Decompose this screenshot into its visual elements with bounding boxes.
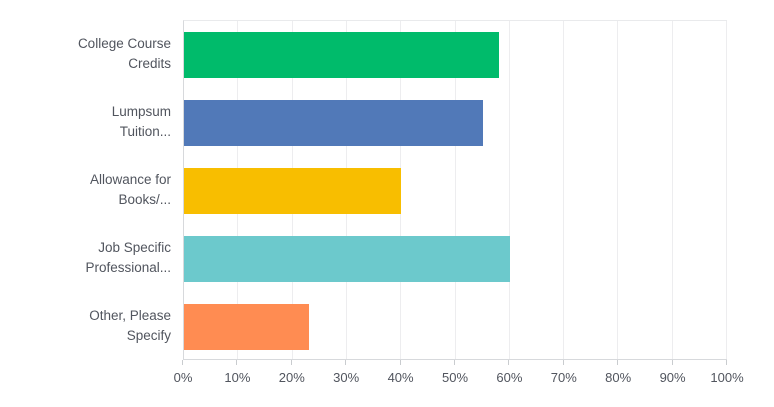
x-axis-tick-label: 90% [659,370,686,385]
x-axis-tick-label: 30% [333,370,360,385]
tick-mark [236,360,238,365]
x-axis-tick-label: 50% [441,370,469,385]
category-axis: College Course Credits Lumpsum Tuition...… [0,20,171,360]
tick-mark [617,360,619,365]
tick-mark [182,360,183,365]
bar [184,168,402,214]
x-axis-tick-label: 60% [496,370,523,385]
gridline [508,21,510,359]
bar [184,236,510,282]
tick-mark [508,360,510,365]
category-label: Job Specific Professional... [85,240,171,275]
tick-mark [671,360,673,365]
tick-mark [290,360,292,365]
plot-area [183,20,727,360]
x-axis-tick-label: 70% [550,370,577,385]
gridline [726,21,727,359]
tick-mark [345,360,347,365]
x-axis-tick-label: 40% [387,370,414,385]
gridline [617,21,619,359]
tick-mark [399,360,401,365]
category-label: Allowance for Books/... [89,172,171,207]
x-axis-tick-label: 100% [710,370,744,385]
x-axis-tick-label: 0% [173,370,193,385]
x-axis: 0% 10% 20% 30% 40% 50% 60% 70% 80% 90% 100% [174,360,744,400]
x-axis-tick-label: 20% [278,370,305,385]
x-axis-tick-label: 10% [224,370,251,385]
bar [184,100,483,146]
bar [184,304,309,350]
tick-mark [562,360,564,365]
gridline [671,21,673,359]
category-label: Other, Please Specify [89,308,171,343]
tick-mark [726,360,727,365]
x-axis-tick-label: 80% [605,370,632,385]
category-label: Lumpsum Tuition... [111,104,171,139]
tick-mark [454,360,455,365]
gridline [563,21,565,359]
bar [184,32,499,78]
category-label: College Course Credits [77,36,171,71]
